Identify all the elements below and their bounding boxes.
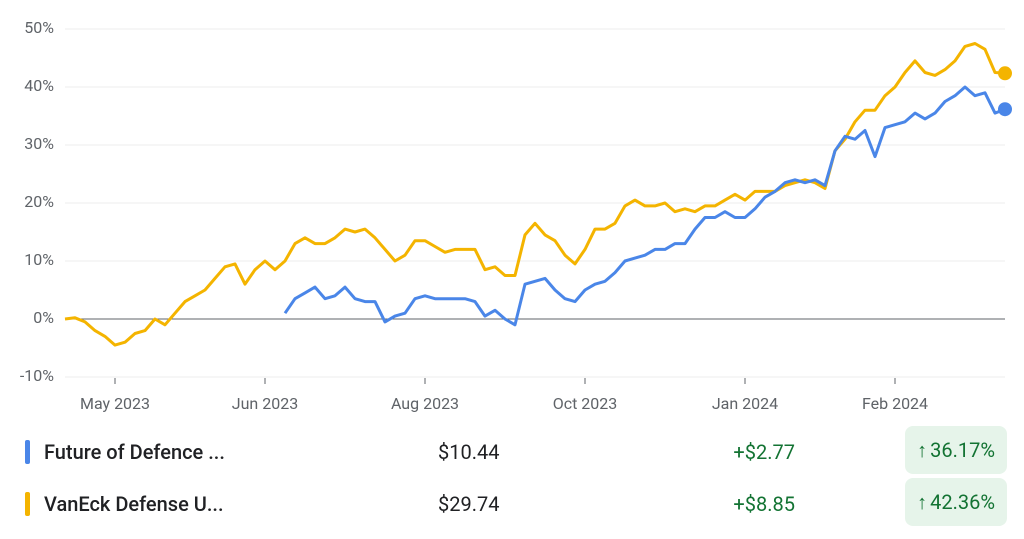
up-arrow: ↑ bbox=[917, 438, 928, 462]
legend-swatch bbox=[25, 440, 30, 464]
percent-badge: ↑ 42.36% bbox=[905, 478, 1007, 526]
chart: -10% 0% 10% 20% 30% 40% 50% May 2023 Jun 2023 Aug… bbox=[20, 18, 1012, 413]
x-tick-label: May 2023 bbox=[80, 394, 150, 413]
x-tick-label: Jan 2024 bbox=[712, 394, 778, 413]
end-dot bbox=[998, 66, 1012, 81]
percent-badge: ↑ 36.17% bbox=[905, 426, 1007, 474]
series-line bbox=[283, 85, 1006, 327]
x-tick-label: Aug 2023 bbox=[391, 394, 459, 413]
y-tick-label: -10% bbox=[20, 366, 54, 385]
series-line bbox=[64, 42, 1006, 347]
up-arrow: ↑ bbox=[917, 490, 928, 514]
y-tick-label: 40% bbox=[24, 76, 54, 95]
percent: 36.17% bbox=[930, 438, 995, 462]
price: $29.74 bbox=[438, 492, 500, 516]
legend-name: Future of Defence ... bbox=[44, 440, 225, 464]
y-tick-label: 10% bbox=[24, 250, 54, 269]
percent: 42.36% bbox=[930, 490, 995, 514]
legend-row: VanEck Defense U... $29.74 +$8.85 ↑ 42.36% bbox=[0, 478, 1024, 530]
legend-swatch bbox=[25, 492, 30, 516]
y-tick-label: 30% bbox=[24, 134, 54, 153]
x-tick-label: Jun 2023 bbox=[232, 394, 298, 413]
y-tick-label: 0% bbox=[33, 308, 54, 327]
x-tick-label: Feb 2024 bbox=[862, 394, 928, 413]
legend-row: Future of Defence ... $10.44 +$2.77 ↑ 36.17% bbox=[0, 426, 1024, 478]
y-tick-label: 50% bbox=[24, 18, 54, 37]
change: +$2.77 bbox=[733, 440, 795, 464]
x-tick-label: Oct 2023 bbox=[553, 394, 618, 413]
price: $10.44 bbox=[438, 440, 500, 464]
y-tick-label: 20% bbox=[24, 192, 54, 211]
change: +$8.85 bbox=[733, 492, 795, 516]
end-dot bbox=[998, 102, 1012, 117]
legend-name: VanEck Defense U... bbox=[44, 492, 224, 516]
